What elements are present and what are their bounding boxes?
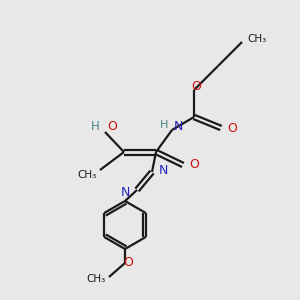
Text: O: O <box>189 158 199 172</box>
Text: H: H <box>160 120 168 130</box>
Text: N: N <box>121 185 130 199</box>
Text: H: H <box>91 121 100 134</box>
Text: O: O <box>191 80 201 92</box>
Text: CH₃: CH₃ <box>87 274 106 284</box>
Text: N: N <box>159 164 168 176</box>
Text: O: O <box>107 121 117 134</box>
Text: CH₃: CH₃ <box>78 170 97 180</box>
Text: CH₃: CH₃ <box>247 34 266 44</box>
Text: N: N <box>174 121 183 134</box>
Text: O: O <box>123 256 133 269</box>
Text: O: O <box>227 122 237 134</box>
